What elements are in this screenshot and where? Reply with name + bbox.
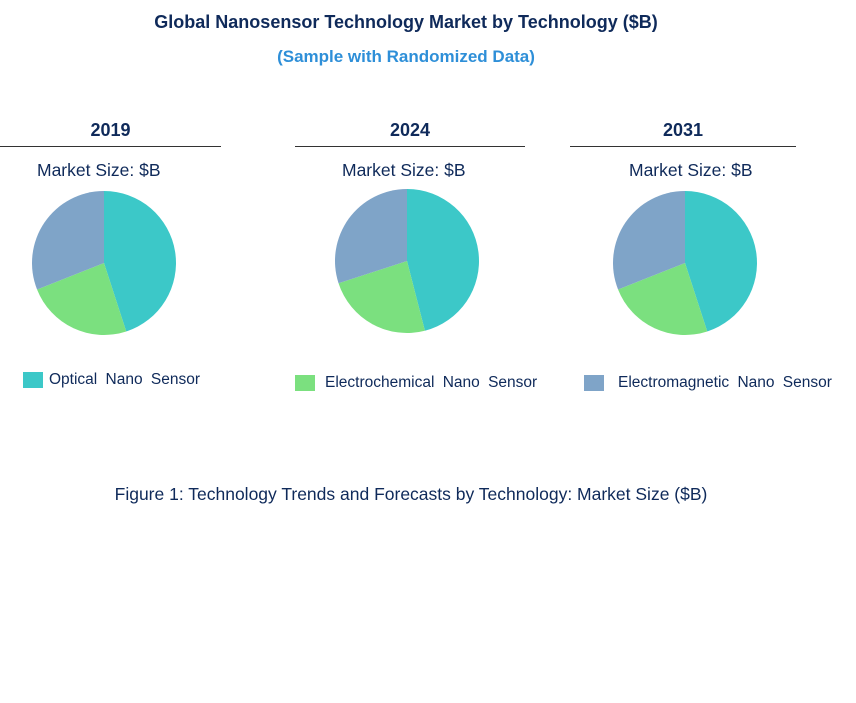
legend-item-electromagnetic: Electromagnetic Nano Sensor bbox=[584, 374, 832, 392]
panel-divider-2031 bbox=[570, 146, 796, 147]
chart-subtitle: (Sample with Randomized Data) bbox=[277, 47, 535, 66]
panel-divider-2019 bbox=[0, 146, 221, 147]
panel-2019: 2019 Market Size: $B bbox=[0, 118, 221, 180]
pie-slice-2031-optical bbox=[685, 191, 757, 332]
pie-slice-2031-electromagnetic bbox=[612, 191, 685, 290]
legend-swatch-electrochemical bbox=[295, 375, 315, 391]
legend-label-optical: Optical Nano Sensor bbox=[49, 371, 201, 388]
figure-caption: Figure 1: Technology Trends and Forecast… bbox=[114, 484, 708, 504]
market-size-label-2031: Market Size: $B bbox=[629, 160, 753, 180]
pie-slice-2019-optical bbox=[104, 191, 177, 332]
pie-slice-2031-electrochemical bbox=[618, 263, 708, 335]
panel-2031: 2031 Market Size: $B bbox=[570, 118, 796, 180]
market-size-label-2019: Market Size: $B bbox=[37, 160, 161, 180]
legend-item-optical: Optical Nano Sensor bbox=[23, 371, 200, 389]
market-size-label-2024: Market Size: $B bbox=[342, 160, 466, 180]
pie-slice-2024-electrochemical bbox=[338, 261, 425, 333]
legend-label-electromagnetic: Electromagnetic Nano Sensor bbox=[618, 374, 832, 391]
legend-label-electrochemical: Electrochemical Nano Sensor bbox=[325, 374, 538, 391]
pie-slice-2024-optical bbox=[407, 189, 479, 331]
panel-divider-2024 bbox=[295, 146, 525, 147]
panel-2024: 2024 Market Size: $B bbox=[295, 118, 525, 180]
panel-year-2024: 2024 bbox=[389, 120, 431, 140]
pie-slice-2019-electromagnetic bbox=[31, 191, 104, 290]
chart-title: Global Nanosensor Technology Market by T… bbox=[154, 12, 658, 32]
legend-swatch-electromagnetic bbox=[584, 375, 604, 391]
panel-year-2019: 2019 bbox=[90, 120, 131, 140]
panel-year-2031: 2031 bbox=[662, 120, 704, 140]
legend-swatch-optical bbox=[23, 372, 43, 388]
pie-slice-2019-electrochemical bbox=[37, 263, 127, 335]
pie-slice-2024-electromagnetic bbox=[335, 189, 407, 284]
legend-item-electrochemical: Electrochemical Nano Sensor bbox=[295, 374, 537, 392]
